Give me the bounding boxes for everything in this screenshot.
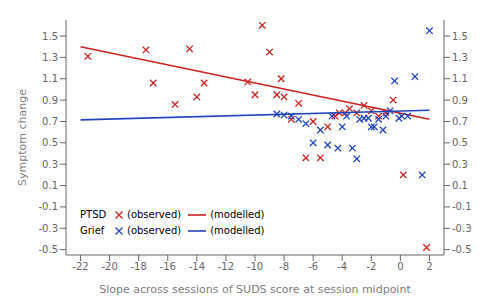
svg-text:-18: -18 (131, 261, 147, 272)
svg-text:0.1: 0.1 (452, 180, 468, 191)
svg-text:1.5: 1.5 (452, 31, 468, 42)
svg-text:0.7: 0.7 (42, 116, 58, 127)
svg-text:-8: -8 (279, 261, 289, 272)
svg-text:0.3: 0.3 (42, 159, 58, 170)
html-text:(observed): (observed) (127, 225, 182, 236)
svg-text:1.5: 1.5 (42, 31, 58, 42)
svg-text:0.5: 0.5 (42, 137, 58, 148)
svg-text:-0.1: -0.1 (38, 201, 58, 212)
svg-text:-2: -2 (366, 261, 376, 272)
html-text:(observed): (observed) (127, 209, 182, 220)
svg-text:0.3: 0.3 (452, 159, 468, 170)
svg-text:-14: -14 (189, 261, 205, 272)
html-text:PTSD: PTSD (80, 209, 107, 220)
svg-text:0.1: 0.1 (42, 180, 58, 191)
svg-text:-6: -6 (308, 261, 318, 272)
svg-text:-4: -4 (337, 261, 347, 272)
svg-text:1.3: 1.3 (42, 52, 58, 63)
svg-text:0.9: 0.9 (452, 95, 468, 106)
svg-text:0.9: 0.9 (42, 95, 58, 106)
html-text:(modelled): (modelled) (210, 225, 265, 236)
svg-text:-0.5: -0.5 (452, 244, 472, 255)
svg-text:-20: -20 (101, 261, 117, 272)
svg-text:2: 2 (426, 261, 432, 272)
svg-text:-0.3: -0.3 (452, 223, 472, 234)
svg-text:-0.1: -0.1 (452, 201, 472, 212)
svg-text:0.5: 0.5 (452, 137, 468, 148)
svg-text:1.1: 1.1 (452, 73, 468, 84)
svg-text:Slope across sessions of SUDS: Slope across sessions of SUDS score at s… (99, 283, 411, 296)
html-text:Grief: Grief (80, 225, 105, 236)
svg-text:0: 0 (397, 261, 403, 272)
svg-text:Symptom change: Symptom change (16, 89, 29, 186)
svg-text:1.1: 1.1 (42, 73, 58, 84)
svg-text:1.3: 1.3 (452, 52, 468, 63)
svg-text:-0.5: -0.5 (38, 244, 58, 255)
svg-text:-22: -22 (72, 261, 88, 272)
svg-text:-10: -10 (247, 261, 263, 272)
svg-text:0.7: 0.7 (452, 116, 468, 127)
svg-text:-16: -16 (160, 261, 176, 272)
html-text:(modelled): (modelled) (210, 209, 265, 220)
svg-text:-0.3: -0.3 (38, 223, 58, 234)
svg-text:-12: -12 (218, 261, 234, 272)
